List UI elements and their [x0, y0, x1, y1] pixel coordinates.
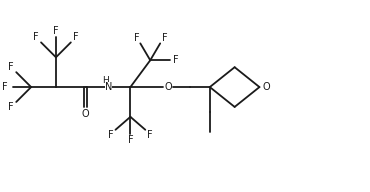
Text: F: F: [162, 33, 168, 43]
Text: O: O: [263, 82, 270, 92]
Text: H: H: [102, 76, 109, 85]
Text: F: F: [134, 33, 139, 43]
Text: N: N: [105, 82, 112, 92]
Text: O: O: [82, 109, 90, 119]
Text: F: F: [108, 130, 113, 140]
Text: O: O: [164, 82, 172, 92]
Text: F: F: [3, 82, 8, 92]
Text: F: F: [53, 26, 59, 36]
Text: F: F: [73, 32, 78, 42]
Text: F: F: [173, 55, 179, 65]
Text: F: F: [9, 62, 14, 72]
Text: F: F: [128, 135, 133, 145]
Text: F: F: [147, 130, 153, 140]
Text: F: F: [33, 32, 39, 42]
Text: F: F: [9, 102, 14, 112]
